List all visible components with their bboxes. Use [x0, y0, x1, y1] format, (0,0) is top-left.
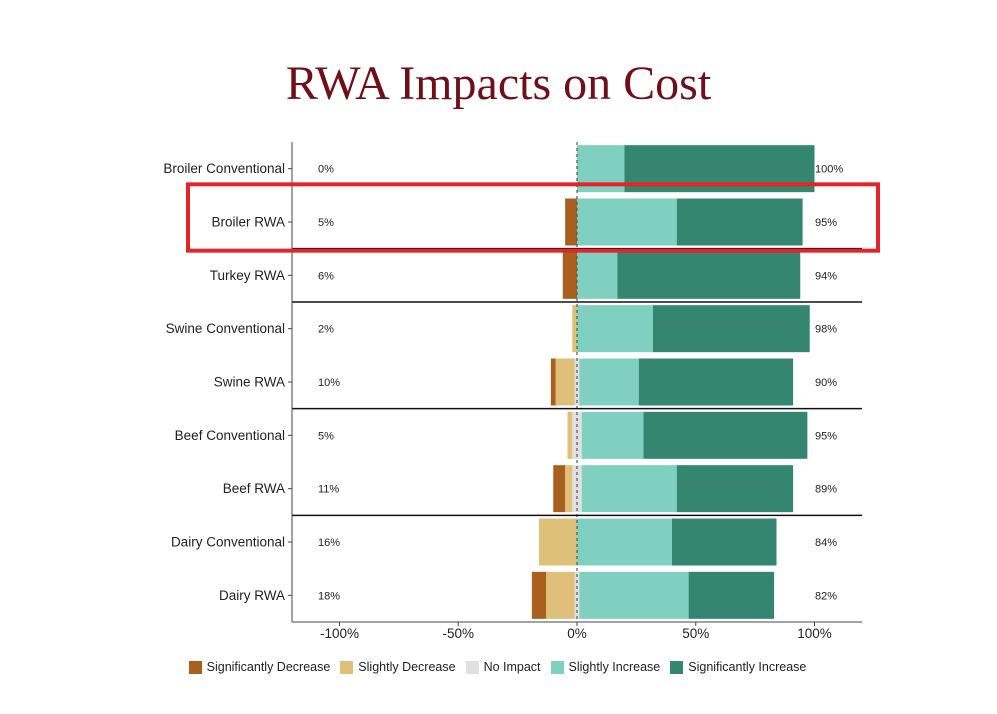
bar-slightly-increase	[579, 571, 689, 619]
bar-slightly-increase	[579, 358, 639, 406]
category-label: Broiler Conventional	[163, 161, 285, 176]
bar-slightly-decrease	[572, 305, 577, 353]
bar-significantly-decrease	[553, 465, 566, 513]
legend-item: Slightly Decrease	[340, 660, 456, 674]
bar-slightly-increase	[581, 465, 677, 513]
legend-label: Slightly Decrease	[358, 660, 456, 674]
left-percent-label: 0%	[318, 164, 334, 176]
bar-no-impact	[574, 571, 580, 619]
legend-label: Significantly Decrease	[206, 660, 331, 674]
legend: Significantly Decrease Slightly Decrease N…	[0, 660, 997, 674]
left-percent-label: 6%	[318, 270, 334, 282]
left-percent-label: 5%	[318, 217, 334, 229]
legend-swatch	[340, 660, 354, 674]
bar-significantly-increase	[617, 251, 801, 299]
x-tick-label: 0%	[567, 626, 587, 641]
legend-label: No Impact	[483, 660, 541, 674]
bar-significantly-decrease	[562, 251, 577, 299]
right-percent-label: 95%	[815, 430, 837, 442]
right-percent-label: 94%	[815, 270, 837, 282]
x-tick-label: 100%	[797, 626, 832, 641]
category-label: Swine RWA	[214, 375, 285, 390]
category-label: Turkey RWA	[210, 268, 285, 283]
bar-slightly-increase	[577, 518, 672, 566]
x-tick-label: 50%	[682, 626, 709, 641]
left-percent-label: 5%	[318, 430, 334, 442]
bar-significantly-increase	[643, 411, 808, 459]
category-label: Beef RWA	[223, 481, 285, 496]
bar-no-impact	[572, 411, 582, 459]
legend-item: Significantly Decrease	[188, 660, 331, 674]
right-percent-label: 84%	[815, 537, 837, 549]
category-label: Swine Conventional	[166, 321, 285, 336]
x-tick-label: -100%	[320, 626, 359, 641]
right-percent-label: 95%	[815, 217, 837, 229]
bar-slightly-increase	[577, 251, 618, 299]
category-label: Broiler RWA	[211, 215, 285, 230]
category-label: Dairy Conventional	[171, 535, 285, 550]
bar-significantly-decrease	[531, 571, 547, 619]
left-percent-label: 2%	[318, 324, 334, 336]
left-percent-label: 18%	[318, 590, 340, 602]
category-label: Dairy RWA	[219, 588, 285, 603]
bar-significantly-increase	[676, 198, 803, 246]
left-percent-label: 10%	[318, 377, 340, 389]
bar-significantly-increase	[653, 305, 810, 353]
bar-slightly-decrease	[565, 465, 573, 513]
bar-slightly-decrease	[567, 411, 573, 459]
legend-label: Slightly Increase	[568, 660, 661, 674]
bar-slightly-decrease	[546, 571, 575, 619]
bar-significantly-increase	[676, 465, 794, 513]
legend-item: Slightly Increase	[550, 660, 661, 674]
category-label: Beef Conventional	[175, 428, 285, 443]
legend-swatch	[465, 660, 479, 674]
bar-no-impact	[572, 465, 582, 513]
bar-significantly-increase	[638, 358, 794, 406]
bar-significantly-increase	[672, 518, 777, 566]
right-percent-label: 90%	[815, 377, 837, 389]
right-percent-label: 100%	[815, 164, 843, 176]
left-percent-label: 11%	[318, 484, 339, 496]
legend-swatch	[670, 660, 684, 674]
bar-significantly-decrease	[550, 358, 556, 406]
bar-significantly-increase	[688, 571, 775, 619]
bar-slightly-decrease	[555, 358, 575, 406]
right-percent-label: 89%	[815, 484, 837, 496]
bar-slightly-increase	[577, 198, 677, 246]
bar-slightly-increase	[581, 411, 644, 459]
highlight-box	[186, 182, 880, 253]
legend-label: Significantly Increase	[688, 660, 807, 674]
legend-swatch	[550, 660, 564, 674]
right-percent-label: 82%	[815, 590, 837, 602]
bar-significantly-decrease	[565, 198, 577, 246]
left-percent-label: 16%	[318, 537, 340, 549]
legend-item: Significantly Increase	[670, 660, 806, 674]
chart-title: RWA Impacts on Cost	[285, 57, 712, 110]
bar-slightly-decrease	[539, 518, 577, 566]
legend-item: No Impact	[465, 660, 541, 674]
right-percent-label: 98%	[815, 324, 837, 336]
legend-swatch	[188, 660, 202, 674]
bar-slightly-increase	[577, 305, 653, 353]
x-tick-label: -50%	[442, 626, 474, 641]
